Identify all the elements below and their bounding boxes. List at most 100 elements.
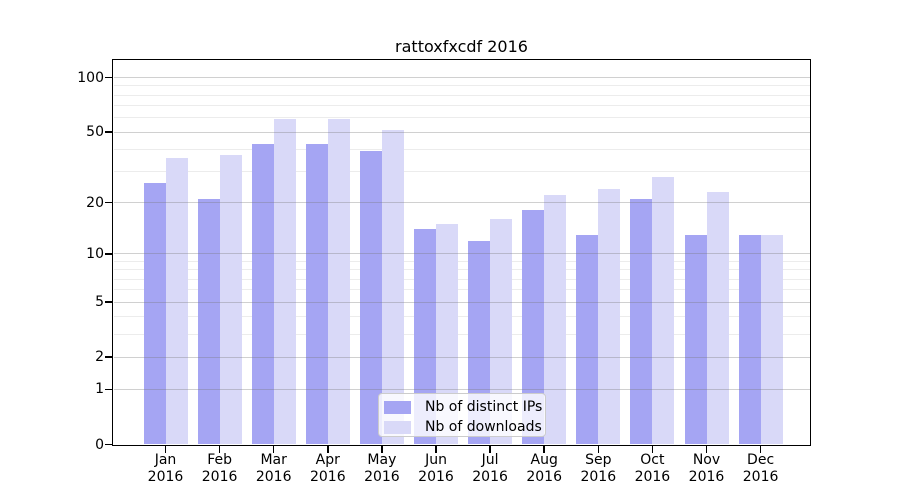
x-label-month: May [367, 452, 397, 468]
x-label-year: 2016 [255, 469, 292, 485]
x-label-year: 2016 [309, 469, 346, 485]
bar-ips-feb [197, 198, 220, 445]
x-tick-mark [759, 446, 762, 453]
x-tick-label-jan: Jan 2016 [136, 452, 196, 486]
minor-gridline [113, 105, 810, 107]
x-tick-mark [164, 446, 167, 453]
chart-title: rattoxfxcdf 2016 [395, 37, 528, 56]
legend: Nb of distinct IPs Nb of downloads [378, 393, 546, 437]
y-tick-mark [105, 76, 112, 79]
y-tick-mark [105, 253, 112, 255]
y-tick-label: 20 [86, 194, 104, 211]
y-tick-mark [105, 301, 112, 303]
x-label-year: 2016 [418, 469, 454, 485]
bar-downloads-dec [760, 234, 783, 445]
y-tick-mark [105, 388, 112, 391]
y-tick-label: 2 [95, 349, 104, 366]
bar-downloads-jan [165, 157, 188, 445]
bar-downloads-mar [273, 119, 296, 445]
bar-ips-mar [251, 143, 274, 445]
x-tick-label-dec: Dec 2016 [731, 452, 791, 486]
x-tick-mark [597, 446, 600, 453]
y-tick-mark [105, 443, 112, 446]
legend-swatch-downloads [384, 420, 411, 434]
bar-downloads-apr [327, 119, 350, 445]
x-tick-label-nov: Nov 2016 [677, 452, 737, 486]
x-tick-mark [218, 446, 221, 453]
x-label-month: Feb [207, 452, 232, 468]
y-tick-label: 5 [95, 294, 104, 311]
x-tick-mark [435, 446, 437, 453]
x-label-month: Jun [425, 452, 447, 468]
x-tick-label-jul: Jul 2016 [460, 452, 520, 486]
bar-downloads-nov [706, 191, 729, 445]
minor-gridline [113, 171, 810, 173]
minor-gridline [113, 94, 810, 96]
minor-gridline [113, 85, 810, 87]
x-label-year: 2016 [472, 469, 508, 485]
x-label-year: 2016 [526, 469, 562, 485]
y-tick-label: 1 [95, 381, 104, 398]
x-label-year: 2016 [364, 469, 400, 485]
minor-gridline [113, 269, 810, 271]
x-tick-label-may: May 2016 [352, 452, 412, 486]
minor-gridline [113, 333, 810, 335]
bar-downloads-sep [598, 188, 621, 445]
bar-ips-aug [522, 210, 545, 445]
x-label-month: Aug [530, 452, 558, 468]
x-tick-mark [489, 446, 491, 453]
minor-gridline [113, 289, 810, 291]
minor-gridline [113, 278, 810, 280]
x-tick-label-jun: Jun 2016 [406, 452, 466, 486]
major-gridline [113, 77, 810, 79]
bar-ips-jun [414, 229, 436, 445]
x-tick-label-apr: Apr 2016 [298, 452, 358, 486]
legend-label: Nb of downloads [425, 419, 542, 435]
x-tick-mark [651, 446, 654, 453]
bar-ips-sep [576, 234, 599, 445]
major-gridline [113, 202, 810, 204]
x-label-month: Mar [260, 452, 287, 468]
legend-entry: Nb of distinct IPs [384, 400, 542, 414]
x-label-year: 2016 [147, 469, 184, 485]
x-tick-mark [381, 446, 383, 453]
x-label-year: 2016 [634, 469, 671, 485]
bar-downloads-oct [652, 176, 675, 445]
minor-gridline [113, 148, 810, 150]
x-label-month: Apr [315, 452, 340, 468]
legend-swatch-ips [384, 400, 411, 414]
x-label-month: Jul [481, 452, 499, 468]
major-gridline [113, 253, 810, 255]
bar-ips-dec [738, 234, 761, 445]
x-tick-mark [272, 446, 275, 453]
bar-downloads-feb [219, 155, 242, 445]
legend-label: Nb of distinct IPs [425, 399, 543, 415]
bar-ips-apr [305, 143, 328, 445]
x-label-year: 2016 [688, 469, 725, 485]
x-label-month: Oct [640, 452, 665, 468]
x-label-year: 2016 [580, 469, 617, 485]
bar-ips-nov [684, 234, 707, 445]
y-tick-mark [105, 356, 112, 358]
x-label-year: 2016 [742, 469, 779, 485]
x-label-month: Sep [585, 452, 612, 468]
plot-area [112, 59, 811, 446]
bar-ips-may [359, 151, 382, 445]
y-tick-label: 100 [77, 69, 104, 86]
minor-gridline [113, 117, 810, 119]
major-gridline [113, 388, 810, 390]
major-gridline [113, 356, 810, 358]
y-tick-mark [105, 131, 112, 133]
y-tick-label: 0 [95, 436, 104, 453]
x-tick-label-oct: Oct 2016 [622, 452, 682, 486]
bar-ips-oct [630, 198, 653, 445]
y-tick-label: 50 [86, 124, 104, 140]
bar-downloads-jun [436, 224, 458, 445]
x-tick-label-mar: Mar 2016 [244, 452, 304, 486]
bar-downloads-jul [490, 219, 513, 445]
y-tick-mark [105, 201, 112, 204]
y-tick-label: 10 [86, 245, 104, 262]
legend-entry: Nb of downloads [384, 420, 542, 434]
minor-gridline [113, 316, 810, 318]
